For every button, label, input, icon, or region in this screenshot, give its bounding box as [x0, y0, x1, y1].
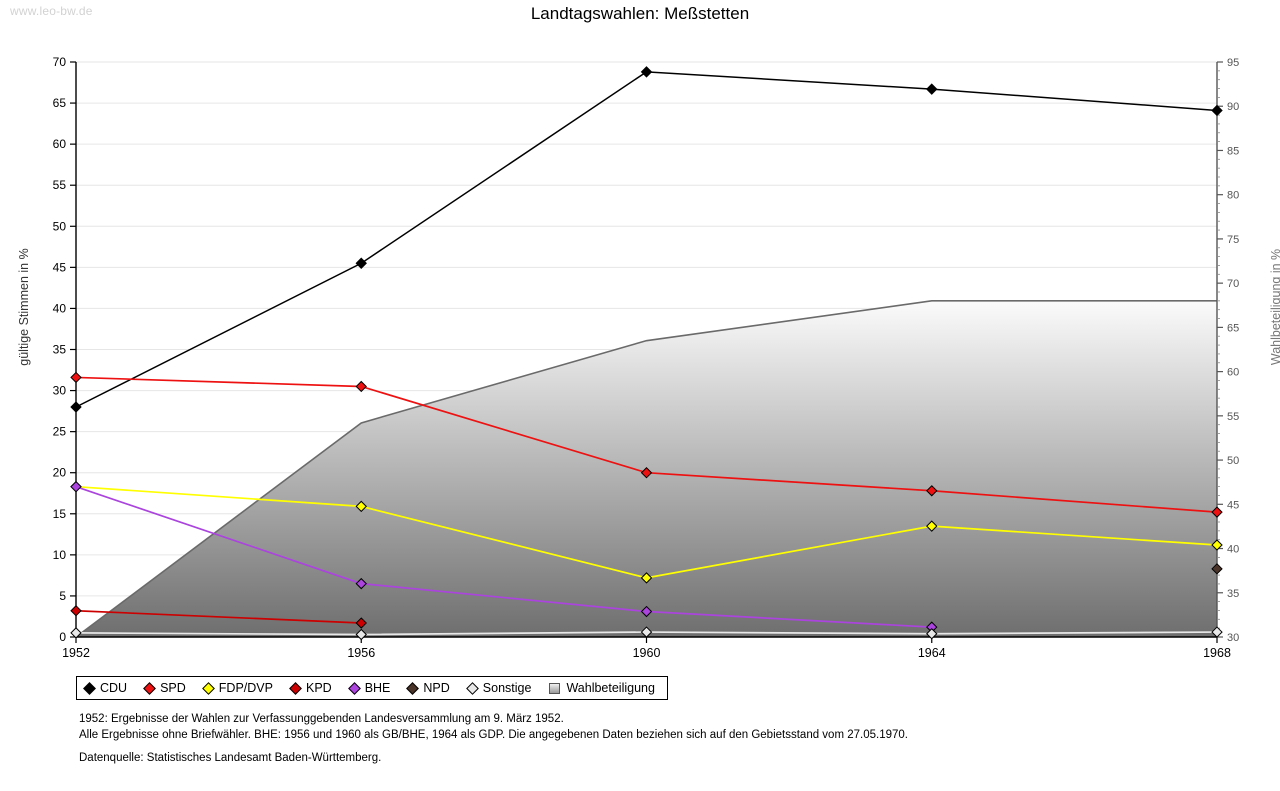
- svg-text:65: 65: [1227, 322, 1239, 334]
- svg-text:50: 50: [1227, 455, 1239, 467]
- svg-text:80: 80: [1227, 190, 1239, 202]
- svg-text:50: 50: [53, 219, 67, 233]
- footnote-line-1: 1952: Ergebnisse der Wahlen zur Verfassu…: [79, 713, 564, 725]
- svg-text:30: 30: [53, 384, 67, 398]
- svg-text:85: 85: [1227, 145, 1239, 157]
- page-title: Landtagswahlen: Meßstetten: [530, 4, 750, 23]
- svg-text:1964: 1964: [918, 646, 946, 660]
- legend-item-label: Sonstige: [482, 681, 532, 695]
- diamond-marker-icon: [406, 681, 420, 695]
- footnotes: 1952: Ergebnisse der Wahlen zur Verfassu…: [79, 711, 908, 743]
- svg-text:1968: 1968: [1203, 646, 1231, 660]
- svg-text:1952: 1952: [62, 646, 90, 660]
- diamond-marker-icon: [465, 681, 479, 695]
- legend-item-label: FDP/DVP: [218, 681, 273, 695]
- chart-legend: CDU SPD FDP/DVP KPD BHE NPD Sonstige Wahlbeteil…: [76, 676, 668, 700]
- legend-item-label: SPD: [160, 681, 186, 695]
- legend-item-label: CDU: [100, 681, 128, 695]
- svg-text:65: 65: [53, 96, 67, 110]
- svg-text:40: 40: [1227, 544, 1239, 556]
- svg-text:55: 55: [53, 178, 67, 192]
- legend-item-npd[interactable]: NPD: [406, 681, 450, 695]
- diamond-marker-icon: [289, 681, 302, 695]
- legend-item-label: BHE: [364, 681, 391, 695]
- svg-text:45: 45: [1227, 499, 1239, 511]
- svg-text:30: 30: [1227, 632, 1239, 644]
- legend-item-wahlbeteiligung[interactable]: Wahlbeteiligung: [549, 681, 655, 695]
- watermark: www.leo-bw.de: [10, 4, 93, 18]
- svg-text:25: 25: [53, 425, 67, 439]
- svg-text:60: 60: [53, 137, 67, 151]
- svg-text:60: 60: [1227, 367, 1239, 379]
- legend-item-spd[interactable]: SPD: [143, 681, 186, 695]
- turnout-swatch-icon: [549, 682, 561, 694]
- legend-item-cdu[interactable]: CDU: [83, 681, 128, 695]
- svg-text:15: 15: [53, 507, 67, 521]
- svg-text:70: 70: [1227, 278, 1239, 290]
- svg-text:1956: 1956: [347, 646, 375, 660]
- legend-item-label: KPD: [305, 681, 332, 695]
- svg-text:20: 20: [53, 466, 67, 480]
- svg-text:90: 90: [1227, 101, 1239, 113]
- legend-item-fdp-dvp[interactable]: FDP/DVP: [201, 681, 273, 695]
- footnote-line-2: Alle Ergebnisse ohne Briefwähler. BHE: 1…: [79, 729, 908, 741]
- legend-item-kpd[interactable]: KPD: [289, 681, 332, 695]
- diamond-marker-icon: [201, 681, 215, 695]
- svg-text:35: 35: [1227, 588, 1239, 600]
- svg-text:45: 45: [53, 260, 67, 274]
- svg-text:40: 40: [53, 301, 67, 315]
- svg-text:70: 70: [53, 55, 67, 69]
- legend-item-label: NPD: [423, 681, 450, 695]
- series-lines: [70, 66, 1223, 641]
- data-source: Datenquelle: Statistisches Landesamt Bad…: [79, 752, 382, 764]
- tick-labels: 0 5 10 15 20 25 30 35 40 45 50 55 60 65 70 30 35 40 45 50 55…: [53, 55, 1240, 660]
- diamond-marker-icon: [143, 681, 156, 695]
- legend-item-bhe[interactable]: BHE: [347, 681, 391, 695]
- svg-text:1960: 1960: [633, 646, 661, 660]
- diamond-marker-icon: [347, 681, 361, 695]
- svg-text:75: 75: [1227, 234, 1239, 246]
- diamond-marker-icon: [83, 681, 96, 695]
- legend-item-label: Wahlbeteiligung: [566, 681, 655, 695]
- svg-text:35: 35: [53, 343, 67, 357]
- legend-item-sonstige[interactable]: Sonstige: [465, 681, 532, 695]
- svg-text:0: 0: [59, 630, 66, 644]
- svg-text:10: 10: [53, 548, 67, 562]
- svg-text:5: 5: [59, 589, 66, 603]
- svg-text:55: 55: [1227, 411, 1239, 423]
- svg-text:95: 95: [1227, 57, 1239, 69]
